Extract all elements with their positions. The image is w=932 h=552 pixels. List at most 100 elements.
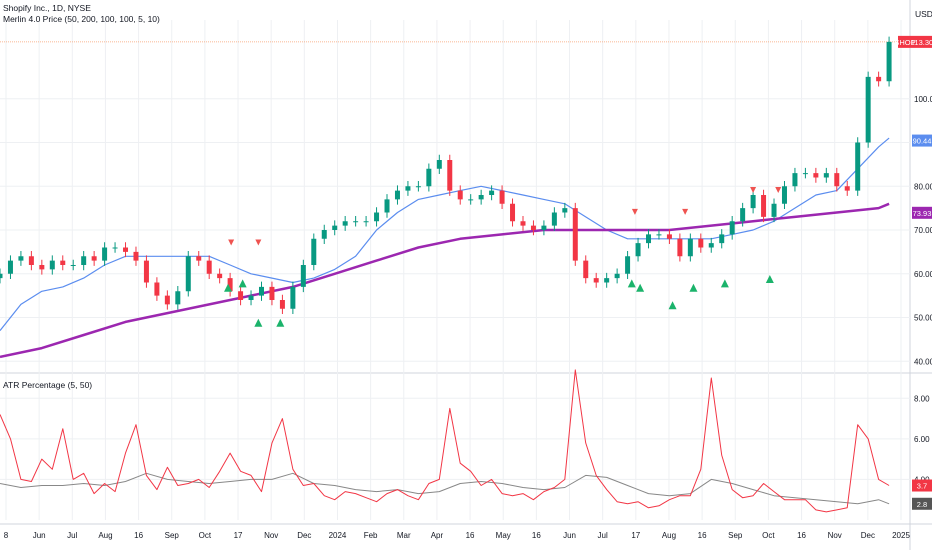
time-tick-label: 8 [4, 531, 9, 540]
candle-body [677, 238, 683, 257]
candle-body [457, 190, 463, 200]
candle-body [520, 221, 526, 226]
candle-body [792, 173, 798, 187]
indicator-legend: Merlin 4.0 Price (50, 200, 100, 100, 5, … [3, 14, 160, 24]
candle-body [687, 238, 693, 257]
price-tick-label: 100.00 [914, 95, 932, 104]
candle-body [740, 208, 746, 222]
candle-body [666, 234, 672, 239]
time-tick-label: Apr [431, 531, 444, 540]
candle-body [426, 168, 432, 187]
time-tick-label: 16 [466, 531, 475, 540]
atr-5-line [0, 369, 890, 513]
long-signal-arrow [636, 283, 645, 292]
candle-body [802, 173, 808, 175]
candle-body [353, 221, 359, 223]
atr-gray-tag-bg [912, 497, 932, 510]
price-tick-label: 60.00 [914, 270, 932, 279]
time-tick-label: Dec [297, 531, 311, 540]
candle-body [750, 195, 756, 209]
candle-body [258, 286, 264, 296]
candle-body [28, 256, 34, 265]
candle-body [865, 76, 871, 143]
candle-body [300, 265, 306, 287]
last-price-tag: 113.30 [911, 38, 932, 47]
sma50-value-tag: 90.44 [913, 137, 932, 146]
time-tick-label: Aug [98, 531, 112, 540]
candle-body [405, 186, 411, 191]
candle-body [635, 243, 641, 257]
candle-body [248, 295, 254, 300]
time-tick-label: Jun [563, 531, 576, 540]
atr-tick-label: 6.00 [914, 435, 930, 444]
price-tick-label: 40.00 [914, 357, 932, 366]
long-signal-arrow [668, 301, 677, 310]
candle-body [143, 260, 149, 283]
candle-body [593, 278, 599, 283]
long-signal-arrow [276, 318, 285, 327]
candle-body [279, 300, 285, 309]
candle-body [154, 282, 160, 296]
axis-layer: 100.0090.0080.0070.0060.0050.0040.008.00… [4, 95, 932, 540]
time-tick-label: Sep [728, 531, 743, 540]
candle-body [217, 273, 223, 279]
time-tick-label: Feb [364, 531, 378, 540]
time-tick-label: Aug [662, 531, 676, 540]
candle-body [844, 186, 850, 191]
time-tick-label: 17 [631, 531, 640, 540]
last-price-tag-bg [912, 35, 932, 48]
candle-body [394, 190, 400, 200]
time-tick-label: Mar [397, 531, 411, 540]
candle-body [206, 260, 212, 274]
candle-body [886, 41, 892, 82]
long-signal-arrow [254, 318, 263, 327]
price-tick-label: 70.00 [914, 226, 932, 235]
candle-body [18, 256, 24, 261]
atr-red-tag: 3.7 [917, 482, 927, 491]
candle-body [468, 199, 474, 201]
candle-body [39, 265, 45, 270]
candle-body [604, 278, 610, 283]
time-tick-label: Nov [828, 531, 842, 540]
shop-label: SHOP [894, 38, 915, 47]
atr-gray-tag: 2.8 [917, 500, 927, 509]
price-tag-layer: 113.30 90.44 73.93 3.7 2.8 SHOP [894, 35, 932, 510]
atr-tick-label: 8.00 [914, 394, 930, 403]
sma-200-line [0, 202, 890, 359]
candle-body [81, 256, 87, 265]
exit-signal-arrow [750, 187, 757, 193]
candle-body [572, 208, 578, 261]
time-tick-label: 2025 [892, 531, 910, 540]
candle-body [238, 291, 244, 300]
candle-body [447, 160, 453, 191]
candle-body [813, 173, 819, 178]
shop-label-bg [898, 35, 912, 48]
long-signal-arrow [238, 279, 247, 288]
time-tick-label: Dec [861, 531, 875, 540]
candle-body [123, 247, 129, 252]
signal-layer [224, 187, 782, 327]
candle-body [49, 260, 55, 270]
candle-body [363, 221, 369, 223]
candle-body [227, 278, 233, 292]
candle-body [698, 238, 704, 248]
symbol-title: Shopify Inc., 1D, NYSE [3, 3, 91, 13]
time-tick-label: Jun [33, 531, 46, 540]
time-tick-label: 16 [134, 531, 143, 540]
candle-body [719, 234, 725, 244]
candle-body [499, 190, 505, 204]
candle-body [175, 291, 181, 305]
sma50-value-tag-bg [912, 134, 932, 147]
candle-body [342, 221, 348, 226]
sma-50-line [0, 137, 890, 331]
candle-body [510, 203, 516, 222]
candle-body [646, 234, 652, 244]
exit-signal-arrow [631, 208, 638, 215]
candle-body [321, 230, 327, 239]
candle-body [781, 186, 787, 204]
candle-body [332, 225, 338, 230]
candle-body [729, 221, 735, 235]
time-tick-label: Oct [199, 531, 212, 540]
